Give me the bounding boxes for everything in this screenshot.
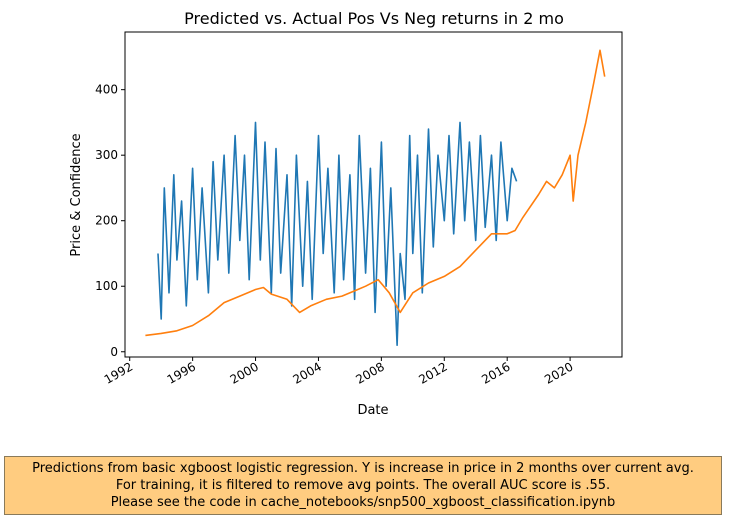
y-tick-label: 200 [95,214,118,228]
series-line-1 [157,121,518,347]
x-axis-ticks: 1992 1996 2000 2004 2008 2012 2016 2020 [102,357,576,387]
x-tick-label: 2004 [290,359,323,386]
caption-line-3: Please see the code in cache_notebooks/s… [110,495,616,510]
y-tick-label: 100 [95,279,118,293]
y-tick-label: 300 [95,148,118,162]
caption-box: Predictions from basic xgboost logistic … [4,456,722,515]
x-tick-label: 2000 [228,359,261,386]
chart: Predicted vs. Actual Pos Vs Neg returns … [69,9,623,418]
y-axis-ticks: 0 100 200 300 400 [95,83,125,359]
series-line-2 [145,49,606,337]
caption-line-2: For training, it is filtered to remove a… [115,478,611,493]
x-tick-label: 2012 [416,359,449,386]
caption-line-1: Predictions from basic xgboost logistic … [32,461,694,476]
plot-area [145,49,606,347]
x-tick-label: 1996 [165,359,198,386]
y-tick-label: 400 [95,83,118,97]
x-tick-label: 2020 [542,359,575,386]
x-tick-label: 1992 [102,359,135,386]
plot-frame [124,31,623,358]
x-tick-label: 2008 [353,359,386,386]
x-tick-label: 2016 [479,359,512,386]
y-tick-label: 0 [110,345,118,359]
chart-title: Predicted vs. Actual Pos Vs Neg returns … [184,9,564,28]
x-axis-label: Date [357,403,388,418]
y-axis-label: Price & Confidence [69,133,84,256]
